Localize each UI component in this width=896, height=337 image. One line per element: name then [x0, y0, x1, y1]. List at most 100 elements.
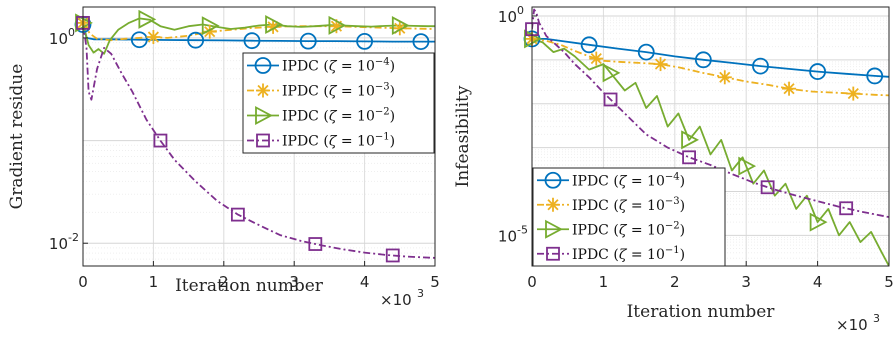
legend-marker: [254, 57, 272, 74]
y-tick-label-exponent: 0: [517, 4, 524, 17]
series-1-marker: [637, 43, 655, 61]
series-4-marker: [682, 150, 696, 165]
series-2-marker: [653, 57, 668, 72]
legend: IPDC (ζ = 10−4) IPDC (ζ = 10−3) IPDC (ζ = …: [532, 167, 726, 267]
legend-label: IPDC (ζ = 10−2): [282, 107, 395, 125]
legend-box: [532, 167, 726, 267]
x-axis-label: Iteration number: [175, 276, 324, 296]
series-line-1: [532, 38, 889, 78]
series-1-marker: [130, 31, 148, 49]
y-tick-label: 10: [49, 30, 68, 48]
series-3-marker: [809, 212, 828, 232]
x-tick-label: 1: [599, 273, 609, 291]
series-3-marker: [138, 9, 157, 29]
legend-entry-1: IPDC (ζ = 10−4): [247, 57, 395, 75]
y-tick-label: 10: [498, 227, 517, 245]
x-scale-exponent: 3: [873, 312, 880, 325]
legend-entry-3: IPDC (ζ = 10−2): [537, 219, 685, 239]
series-3-marker: [602, 63, 621, 83]
y-axis-label: Gradient residue: [7, 64, 27, 210]
series-4-marker: [839, 201, 854, 216]
legend-entry-1: IPDC (ζ = 10−4): [537, 171, 685, 189]
x-axis-label: Iteration number: [627, 302, 776, 322]
series-group: [532, 8, 889, 266]
series-1-marker: [299, 32, 317, 50]
legend-entry-3: IPDC (ζ = 10−2): [247, 106, 395, 125]
x-tick-label: 5: [884, 273, 894, 291]
series-1-marker: [243, 32, 261, 50]
series-3-marker: [328, 15, 347, 35]
legend-label: IPDC (ζ = 10−4): [282, 57, 395, 75]
series-4-marker: [603, 92, 618, 107]
series-3-marker: [265, 15, 283, 35]
legend-marker: [546, 197, 560, 212]
legend-marker: [256, 133, 270, 148]
series-2-marker: [717, 70, 732, 85]
series-4-marker: [760, 180, 775, 195]
y-tick-label: 10: [49, 235, 68, 253]
series-1-marker: [580, 36, 598, 54]
y-tick-label-exponent: -2: [68, 231, 79, 244]
series-1-marker: [866, 67, 884, 85]
legend: IPDC (ζ = 10−4) IPDC (ζ = 10−3) IPDC (ζ = …: [242, 52, 435, 154]
series-2-marker: [782, 81, 797, 96]
legend-entry-4: IPDC (ζ = 10−1): [247, 132, 395, 150]
axes-box: [82, 6, 436, 267]
series-group: [83, 17, 435, 259]
series-4-marker: [230, 207, 245, 222]
legend-entry-2: IPDC (ζ = 10−3): [537, 196, 685, 214]
legend-entry-4: IPDC (ζ = 10−1): [537, 245, 685, 263]
series-4-marker: [153, 133, 168, 148]
y-tick-label: 10: [498, 8, 517, 26]
series-3-marker: [201, 16, 220, 36]
x-tick-label: 2: [219, 273, 229, 291]
legend-label: IPDC (ζ = 10−2): [572, 220, 685, 238]
legend-label: IPDC (ζ = 10−4): [572, 171, 685, 189]
x-tick-label: 0: [527, 273, 537, 291]
series-1-marker: [694, 51, 712, 69]
series-line-2: [532, 38, 889, 97]
series-2-marker: [846, 86, 861, 101]
series-3-marker: [681, 130, 699, 150]
legend-label: IPDC (ζ = 10−1): [572, 245, 685, 263]
series-1-marker: [187, 31, 205, 49]
series-1-marker: [809, 63, 826, 80]
series-3-marker: [738, 156, 757, 176]
series-2-marker: [589, 51, 604, 66]
series-1-marker: [356, 32, 374, 50]
y-tick-label-exponent: 0: [68, 26, 75, 39]
x-tick-label: 0: [78, 273, 88, 291]
legend-entry-2: IPDC (ζ = 10−3): [247, 82, 395, 100]
x-tick-label: 4: [360, 273, 370, 291]
x-tick-label: 2: [670, 273, 680, 291]
series-4-marker: [308, 237, 323, 251]
legend-marker: [545, 219, 563, 239]
x-scale-multiplier: ×10: [380, 291, 412, 309]
legend-box: [242, 52, 435, 154]
series-3-marker: [391, 16, 410, 36]
legend-label: IPDC (ζ = 10−3): [572, 196, 685, 214]
series-4-marker: [385, 248, 400, 263]
x-tick-label: 5: [430, 273, 440, 291]
x-scale-exponent: 3: [417, 287, 424, 300]
x-tick-label: 1: [149, 273, 159, 291]
legend-marker: [544, 171, 562, 189]
series-line-4: [532, 8, 889, 218]
y-axis-label: Infeasibility: [453, 85, 473, 187]
legend-marker: [546, 246, 560, 261]
series-2-marker: [146, 30, 161, 45]
series-line-3: [83, 17, 435, 55]
legend-marker: [255, 106, 273, 125]
x-tick-label: 3: [289, 273, 299, 291]
y-tick-label-exponent: -5: [517, 223, 528, 236]
series-1-marker: [412, 33, 430, 51]
x-scale-multiplier: ×10: [836, 316, 868, 334]
x-tick-label: 3: [741, 273, 751, 291]
legend-marker: [256, 83, 270, 98]
legend-label: IPDC (ζ = 10−3): [282, 82, 395, 100]
legend-label: IPDC (ζ = 10−1): [282, 132, 395, 150]
x-tick-label: 4: [813, 273, 823, 291]
